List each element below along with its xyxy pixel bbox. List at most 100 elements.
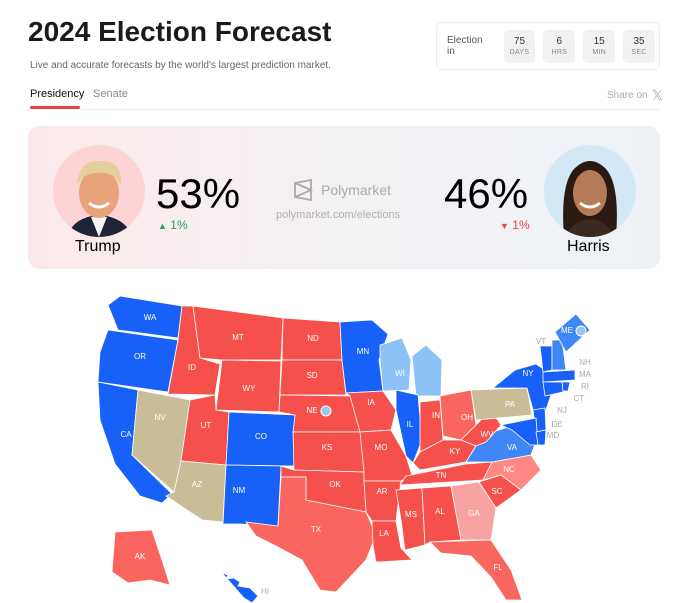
state-sd[interactable] <box>279 359 347 396</box>
candidate-percent: 46% <box>444 170 529 217</box>
state-label: NY <box>522 369 534 378</box>
election-countdown: Election in 75 DAYS 6 HRS 15 MIN 35 SEC <box>436 22 660 70</box>
polymarket-logo[interactable]: Polymarket <box>293 179 391 201</box>
state-label: IN <box>432 411 440 420</box>
state-label: ND <box>307 334 319 343</box>
candidate-name: Harris <box>567 238 610 255</box>
candidate-percent: 53% <box>156 170 241 217</box>
state-mn[interactable] <box>339 319 389 394</box>
countdown-unit: SEC <box>631 49 647 56</box>
state-or[interactable] <box>97 329 179 393</box>
split-district-icon[interactable] <box>575 325 587 337</box>
state-ma[interactable] <box>542 369 576 383</box>
state-pa[interactable] <box>470 387 533 421</box>
state-label: NV <box>154 413 166 422</box>
state-label: GA <box>468 509 480 518</box>
countdown-value: 75 <box>513 36 526 47</box>
countdown-label: Election in <box>447 35 483 57</box>
state-label: HI <box>261 587 269 596</box>
x-logo-icon: 𝕏 <box>651 87 663 103</box>
countdown-value: 6 <box>556 36 563 47</box>
state-label: AZ <box>192 480 202 489</box>
state-ms[interactable] <box>395 487 426 551</box>
state-ga[interactable] <box>450 481 497 541</box>
state-label: SD <box>306 371 317 380</box>
state-de[interactable] <box>535 429 547 446</box>
brand-url[interactable]: polymarket.com/elections <box>276 209 401 221</box>
state-label: WY <box>243 384 257 393</box>
state-ri[interactable] <box>561 381 571 392</box>
state-label: MO <box>375 443 388 452</box>
state-mt[interactable] <box>192 305 284 361</box>
brand-name: Polymarket <box>321 182 392 198</box>
state-label: NJ <box>557 406 567 415</box>
state-label: CT <box>574 394 585 403</box>
state-ct[interactable] <box>542 381 564 397</box>
state-tx[interactable] <box>245 476 377 593</box>
state-ak[interactable] <box>111 529 171 586</box>
change-value: 1% <box>170 218 188 232</box>
state-label: CO <box>255 432 267 441</box>
state-label: NE <box>306 406 317 415</box>
state-md[interactable] <box>499 417 539 446</box>
state-label: NM <box>233 486 246 495</box>
state-me[interactable] <box>554 313 591 353</box>
countdown-seconds: 35 SEC <box>623 29 655 63</box>
state-label: NH <box>579 358 591 367</box>
state-label: SC <box>491 487 502 496</box>
state-mi[interactable] <box>411 344 443 397</box>
state-label: WA <box>144 313 157 322</box>
state-label: TN <box>436 471 447 480</box>
state-hi[interactable] <box>220 572 259 603</box>
share-label: Share on <box>607 90 648 101</box>
state-label: AK <box>135 552 146 561</box>
page-title: 2024 Election Forecast <box>28 16 332 47</box>
state-label: AR <box>376 487 387 496</box>
split-district-icon[interactable] <box>320 405 332 417</box>
candidate-name: Trump <box>75 238 121 255</box>
state-label: CA <box>120 430 132 439</box>
state-label: IA <box>367 398 375 407</box>
state-label: FL <box>493 563 503 572</box>
state-label: MT <box>232 333 244 342</box>
share-button[interactable]: Share on 𝕏 <box>607 87 663 104</box>
countdown-value: 15 <box>593 36 605 47</box>
state-label: ID <box>188 363 196 372</box>
state-fl[interactable] <box>429 539 523 601</box>
countdown-value: 35 <box>633 36 645 47</box>
tab-divider <box>28 109 660 110</box>
polymarket-icon <box>294 179 313 201</box>
state-label: MI <box>442 378 451 387</box>
state-label: MS <box>405 510 417 519</box>
state-la[interactable] <box>371 520 413 563</box>
state-label: TX <box>311 525 322 534</box>
state-label: KY <box>450 447 461 456</box>
state-wi[interactable] <box>379 337 412 392</box>
state-nm[interactable] <box>222 464 282 527</box>
state-al[interactable] <box>421 485 462 546</box>
state-label: PA <box>505 400 516 409</box>
state-label: WV <box>481 430 495 439</box>
tab-presidency[interactable]: Presidency <box>30 88 85 100</box>
arrow-up-icon: ▲ <box>158 221 167 231</box>
state-label: VA <box>507 443 518 452</box>
countdown-unit: HRS <box>551 49 568 56</box>
state-label: LA <box>379 529 389 538</box>
change-value: 1% <box>512 218 530 232</box>
candidate-change: ▲ 1% <box>158 218 188 232</box>
state-label: RI <box>581 382 589 391</box>
state-label: KS <box>322 443 333 452</box>
avatar-trump <box>53 145 145 237</box>
arrow-down-icon: ▼ <box>500 221 509 231</box>
state-nh[interactable] <box>551 339 567 371</box>
countdown-unit: DAYS <box>509 49 530 56</box>
state-label: DE <box>551 420 562 429</box>
avatar-harris <box>544 145 636 237</box>
state-label: UT <box>201 421 212 430</box>
tab-senate[interactable]: Senate <box>93 88 128 100</box>
state-label: AL <box>435 507 445 516</box>
state-wa[interactable] <box>107 295 183 339</box>
candidate-change: ▼ 1% <box>500 218 530 232</box>
page-subtitle: Live and accurate forecasts by the world… <box>30 60 331 71</box>
countdown-minutes: 15 MIN <box>583 29 616 63</box>
